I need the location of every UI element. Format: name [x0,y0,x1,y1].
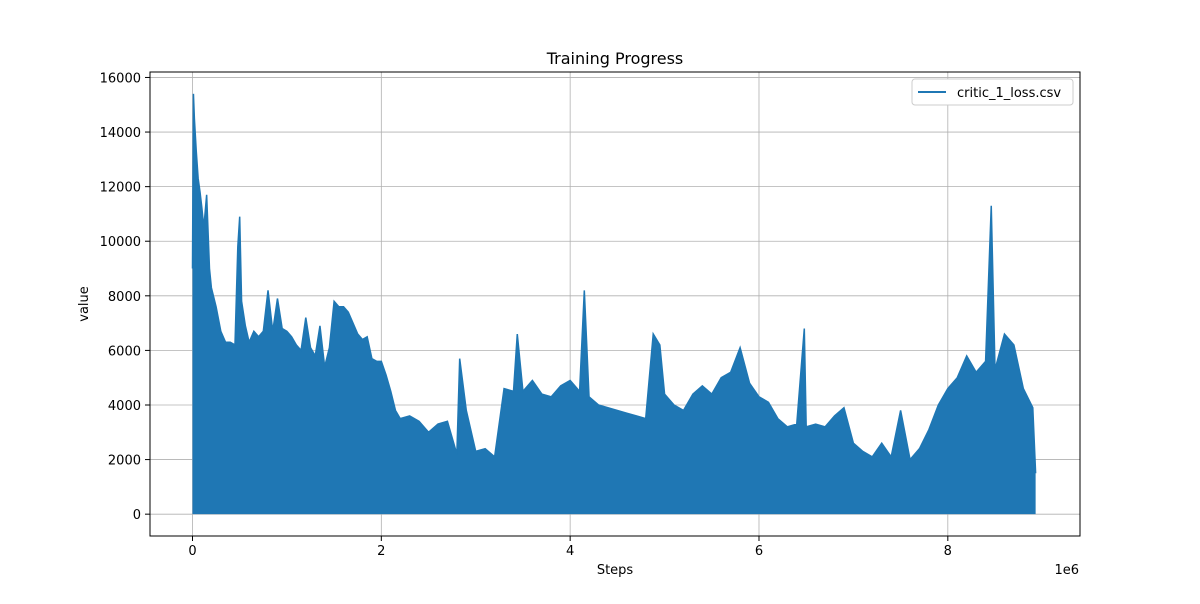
y-tick-label: 12000 [100,181,141,196]
axes-frame [149,71,1081,537]
x-tick-label: 0 [188,544,196,559]
x-tick-label: 2 [377,544,385,559]
y-tick-label: 6000 [108,344,141,359]
y-tick-label: 10000 [100,235,141,250]
plot-area: 0 2 4 6 8 0 2000 4000 6000 8000 10000 12000 14000 160… [100,71,1081,559]
x-axis-offset-label: 1e6 [1054,563,1079,578]
legend: critic_1_loss.csv [911,78,1074,106]
x-tick-label: 8 [944,544,952,559]
y-tick-label: 16000 [100,71,141,86]
y-tick-label: 0 [133,508,141,523]
y-tick-label: 2000 [108,454,141,469]
series-line [191,93,1037,474]
x-axis-label: Steps [597,563,634,578]
series-fill [192,93,1036,515]
y-tick-label: 8000 [108,290,141,305]
y-axis-label: value [77,286,92,322]
x-tick-label: 4 [566,544,574,559]
chart-title: Training Progress [546,49,684,68]
legend-label: critic_1_loss.csv [957,86,1061,101]
y-tick-label: 14000 [100,126,141,141]
y-tick-label: 4000 [108,399,141,414]
legend-box [911,78,1074,106]
x-tick-label: 6 [755,544,763,559]
